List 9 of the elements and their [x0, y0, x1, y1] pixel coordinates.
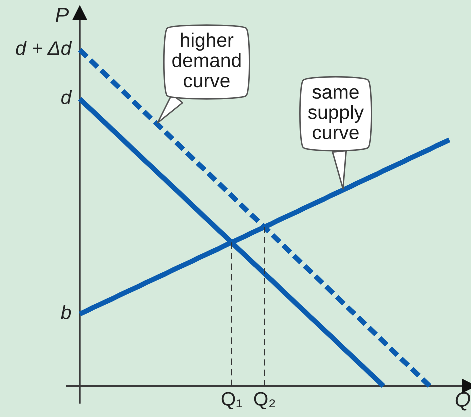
x-tick-label: Q₂ — [254, 392, 276, 410]
y-axis-title: P — [56, 8, 70, 22]
x-axis-title: Q — [456, 392, 470, 411]
series-label: b — [61, 305, 72, 320]
annotation: higher demand curve — [172, 32, 241, 88]
annotation: same supply curve — [308, 88, 364, 140]
series-label: d — [62, 90, 72, 104]
x-tick-label: Q₁ — [222, 392, 242, 410]
series-label: d + Δd — [16, 41, 72, 56]
